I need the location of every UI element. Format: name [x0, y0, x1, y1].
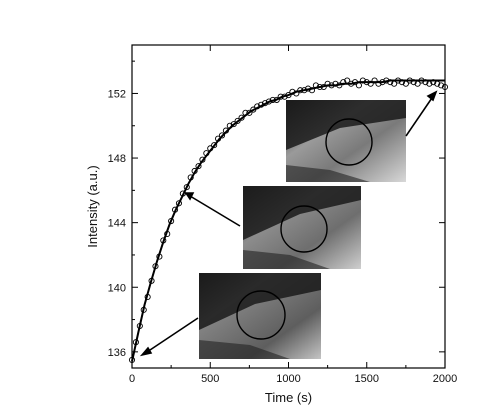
x-tick-label-1500: 1500: [355, 373, 379, 385]
inset-image-late: [286, 100, 406, 182]
arrows: [139, 90, 438, 357]
data-point: [359, 77, 366, 84]
y-tick-label-136: 136: [108, 347, 126, 359]
y-tick-label-152: 152: [108, 88, 126, 100]
data-point: [175, 200, 182, 207]
data-point: [230, 121, 237, 128]
x-tick-label-2000: 2000: [433, 373, 457, 385]
data-point: [438, 82, 445, 89]
x-tick-label-0: 0: [129, 373, 135, 385]
data-point: [218, 132, 226, 139]
inset-image-early: [199, 273, 321, 359]
data-point: [183, 184, 190, 191]
x-tick-label-1000: 1000: [276, 373, 300, 385]
x-tick-label-500: 500: [201, 373, 219, 385]
fit-curve: [131, 79, 445, 362]
y-tick-label-148: 148: [108, 153, 126, 165]
y-axis-title: Intensity (a.u.): [85, 165, 100, 247]
data-point: [371, 77, 378, 84]
arrow-early: [146, 317, 199, 353]
inset-image-middle: [243, 186, 361, 269]
x-axis-title: Time (s): [265, 390, 312, 405]
y-tick-label-144: 144: [108, 218, 126, 230]
data-point: [234, 117, 241, 124]
arrow-middle: [189, 195, 241, 227]
data-point: [246, 109, 253, 116]
data-point: [195, 163, 202, 170]
data-point: [355, 82, 362, 89]
data-point: [211, 142, 218, 149]
y-tick-label-140: 140: [108, 282, 126, 294]
data-point: [441, 83, 449, 91]
